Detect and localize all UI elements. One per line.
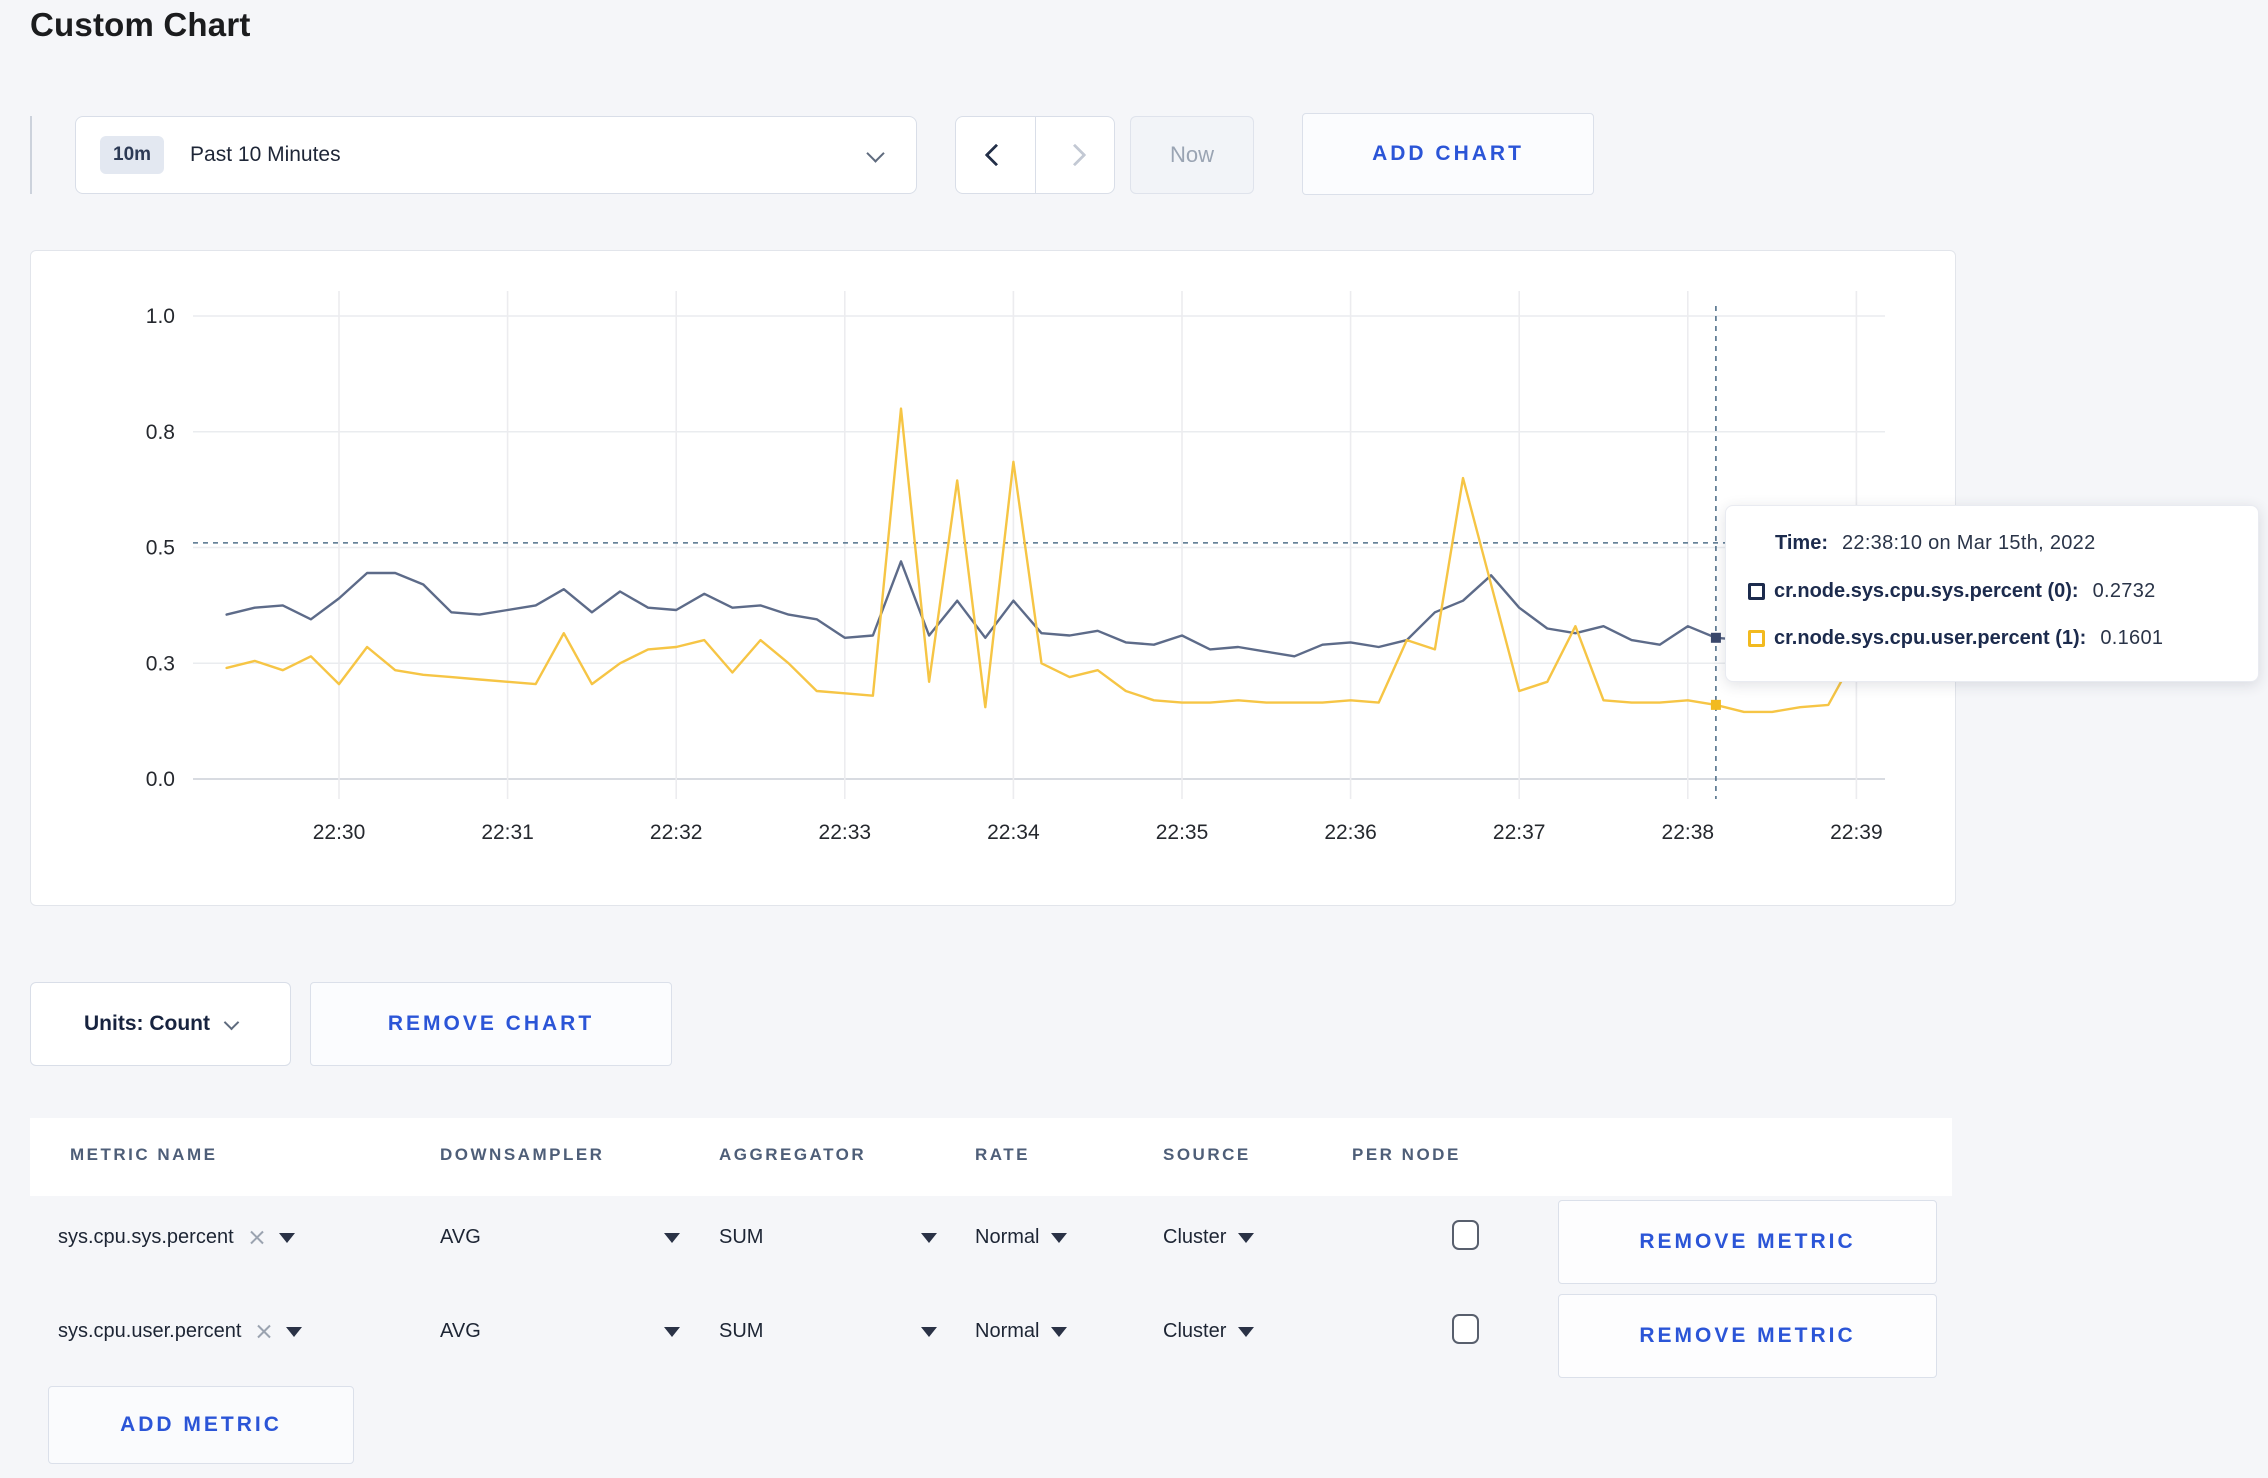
svg-text:22:35: 22:35	[1156, 821, 1209, 844]
caret-down-icon	[664, 1326, 680, 1337]
per-node-checkbox[interactable]	[1452, 1220, 1479, 1250]
chevron-down-icon	[223, 1014, 240, 1030]
add-chart-button[interactable]: ADD CHART	[1302, 113, 1594, 195]
rate-select[interactable]: Normal	[975, 1320, 1068, 1343]
aggregator-value: SUM	[719, 1320, 764, 1342]
downsampler-select[interactable]: AVG	[440, 1320, 680, 1343]
svg-text:22:32: 22:32	[650, 821, 703, 844]
chevron-left-icon	[984, 143, 1007, 167]
page-title: Custom Chart	[30, 6, 251, 43]
downsampler-value: AVG	[440, 1226, 481, 1248]
next-window-button[interactable]	[1035, 117, 1114, 193]
chart-hover-tooltip: Time: 22:38:10 on Mar 15th, 2022 cr.node…	[1725, 505, 2259, 682]
caret-down-icon	[1051, 1326, 1068, 1337]
custom-chart-plot[interactable]: 1.0 0.8 0.5 0.3 0.0 22:30 22:31 22:32 22:33 22:34…	[31, 251, 1955, 905]
clear-metric-icon[interactable]	[255, 1323, 272, 1340]
aggregator-value: SUM	[719, 1226, 764, 1248]
caret-down-icon	[664, 1232, 680, 1243]
tooltip-time-row: Time: 22:38:10 on Mar 15th, 2022	[1775, 532, 2096, 555]
column-header-aggregator: AGGREGATOR	[719, 1145, 867, 1164]
metric-table-row: sys.cpu.user.percent AVG SUM Normal Clus…	[30, 1290, 1952, 1380]
now-button[interactable]: Now	[1130, 116, 1254, 194]
svg-text:0.3: 0.3	[146, 652, 175, 675]
source-value: Cluster	[1163, 1226, 1227, 1248]
rate-value: Normal	[975, 1226, 1040, 1248]
metric-table-row: sys.cpu.sys.percent AVG SUM Normal Clust…	[30, 1196, 1952, 1286]
toolbar-divider	[30, 116, 32, 194]
tooltip-series-name: cr.node.sys.cpu.user.percent (1):	[1774, 627, 2087, 649]
svg-text:22:30: 22:30	[313, 821, 366, 844]
remove-metric-button[interactable]: REMOVE METRIC	[1558, 1294, 1937, 1378]
svg-text:22:38: 22:38	[1662, 821, 1715, 844]
source-select[interactable]: Cluster	[1163, 1320, 1255, 1343]
source-value: Cluster	[1163, 1320, 1227, 1342]
time-range-select[interactable]: 10m Past 10 Minutes	[75, 116, 917, 194]
svg-text:0.8: 0.8	[146, 421, 175, 444]
source-select[interactable]: Cluster	[1163, 1226, 1255, 1249]
aggregator-select[interactable]: SUM	[719, 1320, 937, 1343]
column-header-downsampler: DOWNSAMPLER	[440, 1145, 605, 1164]
downsampler-value: AVG	[440, 1320, 481, 1342]
svg-text:22:34: 22:34	[987, 821, 1040, 844]
column-header-per-node: PER NODE	[1352, 1145, 1461, 1164]
tooltip-series-row: cr.node.sys.cpu.user.percent (1): 0.1601	[1748, 627, 2163, 650]
tooltip-series-row: cr.node.sys.cpu.sys.percent (0): 0.2732	[1748, 580, 2156, 603]
caret-down-icon	[921, 1232, 937, 1243]
metric-name-value: sys.cpu.sys.percent	[58, 1226, 234, 1248]
previous-window-button[interactable]	[956, 117, 1035, 193]
add-metric-button[interactable]: ADD METRIC	[48, 1386, 354, 1464]
time-range-label: Past 10 Minutes	[190, 143, 341, 166]
metrics-table-header: METRIC NAME DOWNSAMPLER AGGREGATOR RATE …	[30, 1118, 1952, 1196]
metric-name-dropdown[interactable]: sys.cpu.user.percent	[58, 1320, 303, 1343]
remove-chart-button[interactable]: REMOVE CHART	[310, 982, 672, 1066]
svg-text:0.5: 0.5	[146, 537, 175, 560]
tooltip-time-value: 22:38:10 on Mar 15th, 2022	[1841, 532, 2096, 554]
clear-metric-icon[interactable]	[248, 1229, 265, 1246]
column-header-rate: RATE	[975, 1145, 1031, 1164]
caret-down-icon	[1238, 1326, 1255, 1337]
per-node-checkbox[interactable]	[1452, 1314, 1479, 1344]
chevron-right-icon	[1063, 143, 1087, 167]
svg-text:22:31: 22:31	[481, 821, 534, 844]
metric-name-value: sys.cpu.user.percent	[58, 1320, 242, 1342]
svg-text:22:37: 22:37	[1493, 821, 1546, 844]
tooltip-series-value: 0.1601	[2100, 627, 2164, 649]
metric-name-dropdown[interactable]: sys.cpu.sys.percent	[58, 1226, 295, 1249]
svg-text:1.0: 1.0	[146, 305, 175, 328]
svg-text:0.0: 0.0	[146, 768, 175, 791]
time-range-badge: 10m	[100, 136, 165, 174]
caret-down-icon	[278, 1232, 295, 1243]
rate-value: Normal	[975, 1320, 1040, 1342]
rate-select[interactable]: Normal	[975, 1226, 1068, 1249]
column-header-source: SOURCE	[1163, 1145, 1251, 1164]
svg-text:22:36: 22:36	[1324, 821, 1377, 844]
caret-down-icon	[1051, 1232, 1068, 1243]
units-label: Units: Count	[84, 1012, 210, 1035]
column-header-metric-name: METRIC NAME	[70, 1145, 218, 1164]
tooltip-time-label: Time:	[1775, 532, 1828, 554]
units-select[interactable]: Units: Count	[30, 982, 291, 1066]
svg-text:22:33: 22:33	[819, 821, 872, 844]
aggregator-select[interactable]: SUM	[719, 1226, 937, 1249]
tooltip-series-name: cr.node.sys.cpu.sys.percent (0):	[1774, 580, 2079, 602]
svg-text:22:39: 22:39	[1830, 821, 1883, 844]
downsampler-select[interactable]: AVG	[440, 1226, 680, 1249]
caret-down-icon	[1238, 1232, 1255, 1243]
chart-card: 1.0 0.8 0.5 0.3 0.0 22:30 22:31 22:32 22:33 22:34…	[30, 250, 1956, 906]
series-color-swatch-sys	[1748, 583, 1765, 600]
remove-metric-button[interactable]: REMOVE METRIC	[1558, 1200, 1937, 1284]
chevron-down-icon	[866, 144, 885, 163]
tooltip-series-value: 0.2732	[2092, 580, 2156, 602]
caret-down-icon	[286, 1326, 303, 1337]
series-color-swatch-user	[1748, 630, 1765, 647]
time-window-pager	[955, 116, 1115, 194]
caret-down-icon	[921, 1326, 937, 1337]
